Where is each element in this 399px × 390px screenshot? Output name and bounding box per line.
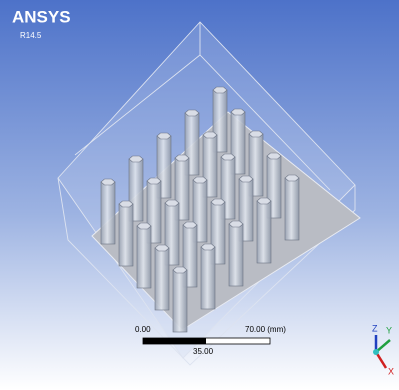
pin-top — [119, 201, 133, 207]
pin-body — [137, 226, 151, 288]
pin-top — [249, 131, 263, 137]
pin-top — [211, 199, 225, 205]
pin-body — [155, 248, 169, 310]
pin-top — [239, 176, 253, 182]
scale-label: 0.00 — [135, 325, 151, 334]
pin-top — [147, 178, 161, 184]
triad-label: Z — [372, 323, 378, 333]
pin-top — [193, 177, 207, 183]
triad-label: Y — [386, 325, 392, 335]
pin-top — [155, 245, 169, 251]
version: R14.5 — [20, 31, 42, 40]
pin-top — [183, 222, 197, 228]
pin-top — [231, 109, 245, 115]
pin-top — [213, 87, 227, 93]
pin-top — [257, 198, 271, 204]
pin-body — [173, 270, 187, 332]
scale-bar-segment — [143, 338, 206, 344]
pin-top — [285, 175, 299, 181]
pin-top — [185, 110, 199, 116]
pin-top — [137, 223, 151, 229]
pin-top — [221, 154, 235, 160]
triad-label: X — [388, 366, 394, 376]
pin-body — [257, 201, 271, 263]
pin-top — [175, 155, 189, 161]
viewport: ANSYS R14.5 0.00 70.00 (mm) 35.00 Z Y X — [0, 0, 399, 390]
pin-top — [101, 179, 115, 185]
pin-top — [157, 133, 171, 139]
pin-body — [201, 247, 215, 309]
scale-label: 70.00 (mm) — [245, 325, 286, 334]
pin-top — [203, 132, 217, 138]
pin-top — [165, 200, 179, 206]
pin-body — [229, 224, 243, 286]
triad-origin — [373, 349, 379, 355]
scale-label: 35.00 — [193, 347, 214, 356]
pin-top — [229, 221, 243, 227]
pin-top — [129, 156, 143, 162]
pin-body — [285, 178, 299, 240]
logo: ANSYS — [12, 7, 71, 26]
pin-body — [119, 204, 133, 266]
pin-top — [173, 267, 187, 273]
pin-top — [267, 153, 281, 159]
pin-top — [201, 244, 215, 250]
pin-body — [101, 182, 115, 244]
